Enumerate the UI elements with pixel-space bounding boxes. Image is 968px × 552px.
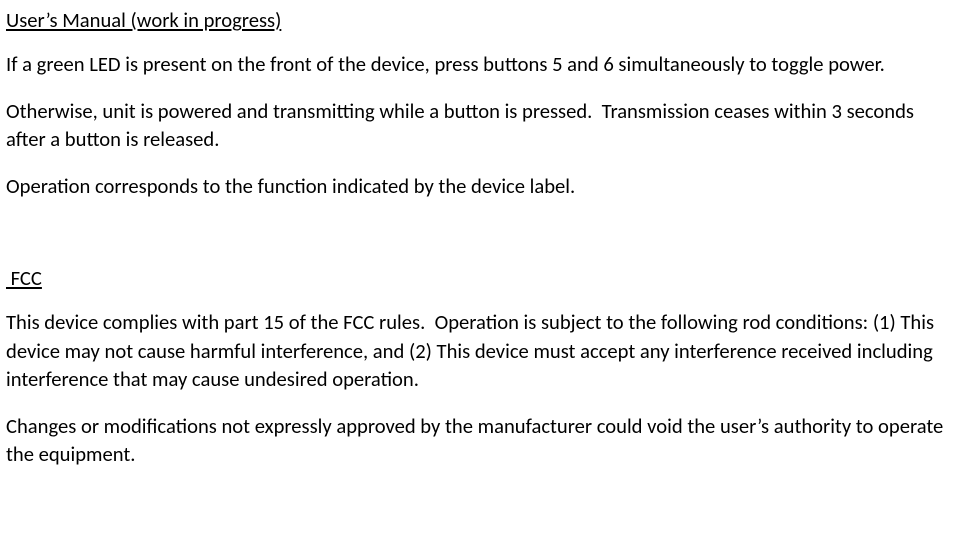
paragraph-operation: Operation corresponds to the function in… xyxy=(6,172,956,200)
heading-fcc: FCC xyxy=(6,264,956,292)
paragraph-fcc-modifications: Changes or modifications not expressly a… xyxy=(6,412,956,469)
paragraph-transmission: Otherwise, unit is powered and transmitt… xyxy=(6,97,956,154)
section-gap xyxy=(6,218,956,264)
paragraph-fcc-compliance: This device complies with part 15 of the… xyxy=(6,308,956,393)
heading-users-manual: User’s Manual (work in progress) xyxy=(6,6,956,34)
paragraph-led-instructions: If a green LED is present on the front o… xyxy=(6,50,956,78)
document-page: User’s Manual (work in progress) If a gr… xyxy=(0,0,968,492)
